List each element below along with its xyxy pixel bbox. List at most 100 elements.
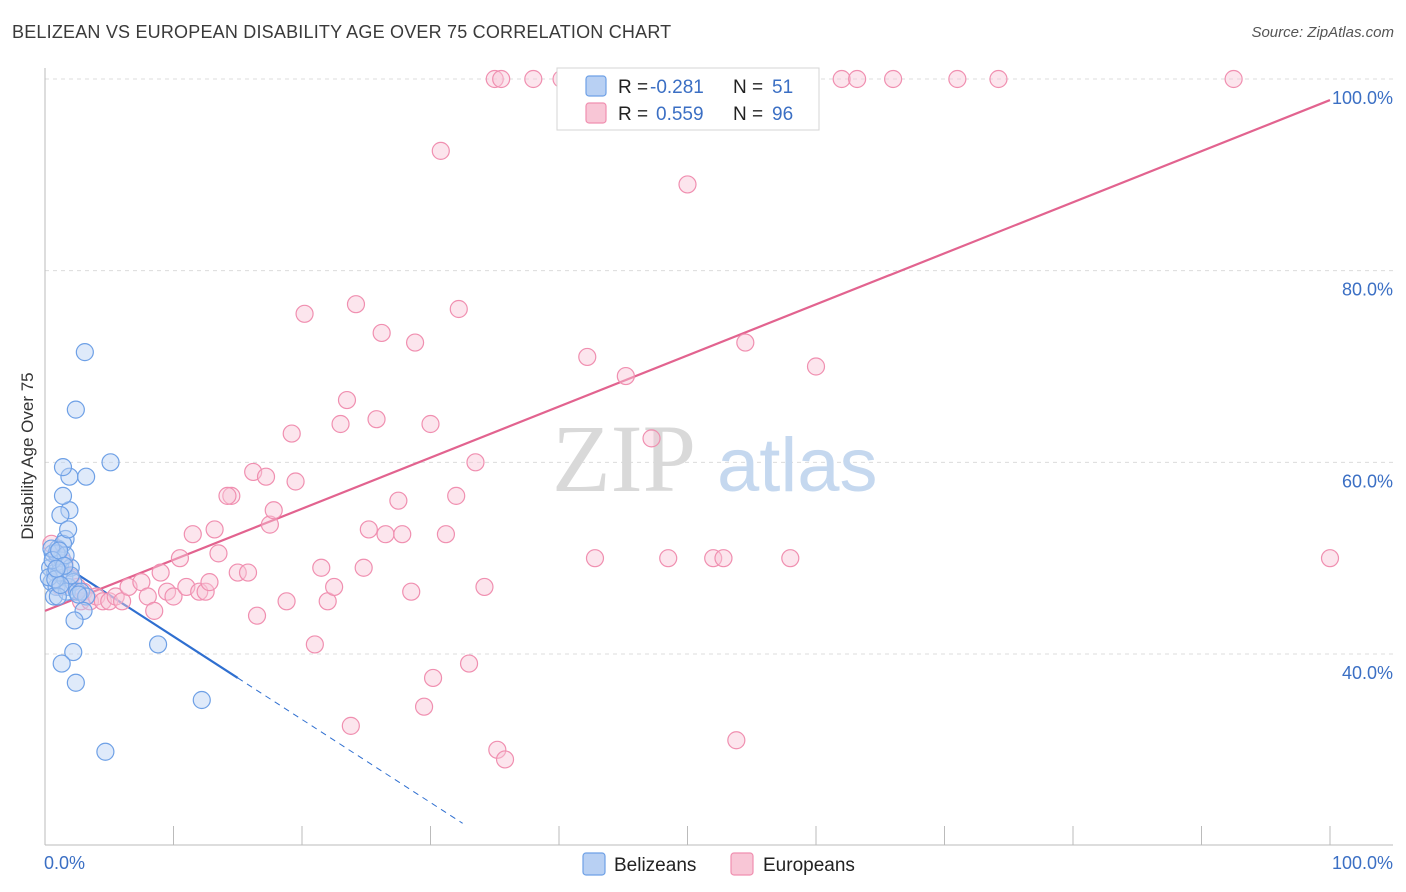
point-europeans-63 <box>447 486 466 505</box>
source-credit: Source: ZipAtlas.com <box>1251 24 1394 41</box>
point-europeans-37 <box>264 501 283 520</box>
point-europeans-35 <box>256 467 276 486</box>
x-tick-label-min: 0.0% <box>44 853 85 873</box>
point-belizeans-49 <box>51 575 70 595</box>
point-europeans-46 <box>331 414 350 434</box>
point-europeans-48 <box>346 295 366 314</box>
point-europeans-68 <box>488 740 507 759</box>
axes <box>44 68 1393 846</box>
point-europeans-59 <box>421 414 440 434</box>
point-europeans-29 <box>222 486 241 505</box>
point-belizeans-32 <box>77 467 96 486</box>
watermark: ZIP atlas <box>552 405 878 512</box>
point-europeans-25 <box>196 582 215 601</box>
legend-r-label-0: R = <box>618 77 648 98</box>
point-belizeans-44 <box>50 541 69 560</box>
point-europeans-47 <box>337 390 357 410</box>
point-belizeans-25 <box>53 486 73 505</box>
point-europeans-70 <box>341 716 360 735</box>
trend-line-europeans <box>44 99 1331 612</box>
point-europeans-64 <box>449 299 468 319</box>
point-europeans-30 <box>218 486 237 505</box>
point-europeans-18 <box>151 563 170 582</box>
point-belizeans-37 <box>52 654 71 673</box>
point-europeans-54 <box>389 491 408 510</box>
watermark-atlas: atlas <box>717 423 878 508</box>
y-tick-label-2: 80.0% <box>1342 280 1393 300</box>
legend-swatch-belizeans <box>585 75 607 97</box>
point-europeans-82 <box>678 175 697 194</box>
point-europeans-32 <box>238 563 258 582</box>
legend-r-label-1: R = <box>618 104 648 125</box>
point-europeans-73 <box>524 69 543 89</box>
legend-r-value-0: -0.281 <box>650 77 704 98</box>
point-europeans-41 <box>295 304 314 323</box>
point-europeans-88 <box>806 357 826 376</box>
point-europeans-94 <box>1224 69 1243 89</box>
point-belizeans-31 <box>53 458 73 477</box>
point-europeans-65 <box>459 654 479 673</box>
y-tick-label-3: 100.0% <box>1332 88 1393 108</box>
point-belizeans-24 <box>51 505 70 525</box>
point-europeans-85 <box>727 731 746 750</box>
trend-line-belizeans-extension <box>237 677 463 824</box>
legend-bottom-swatch-europeans <box>730 852 754 876</box>
point-europeans-40 <box>286 472 305 491</box>
legend-bottom-belizeans: Belizeans <box>614 855 696 876</box>
point-europeans-49 <box>354 558 373 577</box>
point-europeans-34 <box>247 606 267 625</box>
point-belizeans-26 <box>59 520 78 539</box>
chart-title: BELIZEAN VS EUROPEAN DISABILITY AGE OVER… <box>12 22 672 42</box>
point-europeans-95 <box>1320 549 1340 568</box>
point-europeans-21 <box>170 549 190 568</box>
y-tick-labels: 40.0% 60.0% 80.0% 100.0% <box>1332 88 1393 683</box>
point-europeans-87 <box>781 549 800 568</box>
legend-r-value-1: 0.559 <box>656 104 704 125</box>
point-europeans-86 <box>736 333 755 352</box>
point-europeans-27 <box>205 520 224 539</box>
point-belizeans-40 <box>192 690 211 710</box>
point-europeans-81 <box>659 549 678 568</box>
point-europeans-52 <box>372 323 391 343</box>
y-tick-label-0: 40.0% <box>1342 663 1393 683</box>
point-europeans-26 <box>200 573 219 592</box>
point-europeans-28 <box>209 544 228 563</box>
point-europeans-72 <box>492 69 511 89</box>
point-europeans-67 <box>475 577 494 597</box>
point-europeans-62 <box>436 525 456 544</box>
gridlines <box>45 78 1393 655</box>
point-belizeans-29 <box>65 611 84 630</box>
y-axis-title: Disability Age Over 75 <box>18 372 37 539</box>
point-europeans-51 <box>367 410 386 429</box>
legend-n-value-0: 51 <box>772 77 793 98</box>
watermark-zip: ZIP <box>552 405 696 512</box>
point-europeans-90 <box>848 69 867 89</box>
point-europeans-31 <box>228 563 247 582</box>
point-belizeans-21 <box>48 587 67 606</box>
legend-top: R = -0.281 N = 51 R = 0.559 N = 96 <box>556 67 820 131</box>
point-europeans-42 <box>305 635 324 654</box>
legend-n-label-0: N = <box>733 77 763 98</box>
point-europeans-55 <box>393 525 412 544</box>
legend-bottom: Belizeans Europeans <box>582 852 855 876</box>
point-belizeans-39 <box>148 635 168 654</box>
legend-swatch-europeans <box>585 102 607 124</box>
x-tick-label-max: 100.0% <box>1332 853 1393 873</box>
legend-n-value-1: 96 <box>772 104 793 125</box>
point-europeans-56 <box>402 582 421 601</box>
point-europeans-93 <box>989 69 1008 89</box>
point-europeans-43 <box>312 558 331 577</box>
point-belizeans-43 <box>43 550 62 570</box>
point-europeans-78 <box>585 549 605 568</box>
point-europeans-50 <box>359 520 378 539</box>
point-europeans-57 <box>405 333 425 352</box>
point-europeans-66 <box>466 453 485 472</box>
point-europeans-89 <box>832 69 851 89</box>
legend-bottom-swatch-belizeans <box>582 852 606 876</box>
point-europeans-60 <box>423 668 443 688</box>
point-europeans-91 <box>883 69 903 89</box>
point-europeans-77 <box>578 347 597 367</box>
point-belizeans-41 <box>96 742 115 761</box>
point-europeans-45 <box>325 577 344 597</box>
point-europeans-84 <box>714 549 733 568</box>
